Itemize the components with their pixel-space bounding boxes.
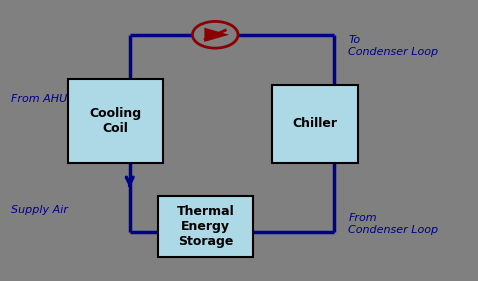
Text: To
Condenser Loop: To Condenser Loop <box>348 35 438 57</box>
Text: Thermal
Energy
Storage: Thermal Energy Storage <box>177 205 235 248</box>
Text: Cooling
Coil: Cooling Coil <box>89 107 141 135</box>
Text: Supply Air: Supply Air <box>11 205 68 215</box>
Circle shape <box>193 21 238 48</box>
Text: From
Condenser Loop: From Condenser Loop <box>348 213 438 235</box>
FancyBboxPatch shape <box>68 79 163 163</box>
FancyBboxPatch shape <box>272 85 358 163</box>
Polygon shape <box>205 28 229 42</box>
Text: From AHU: From AHU <box>11 94 67 104</box>
FancyBboxPatch shape <box>158 196 253 257</box>
Text: Chiller: Chiller <box>293 117 337 130</box>
